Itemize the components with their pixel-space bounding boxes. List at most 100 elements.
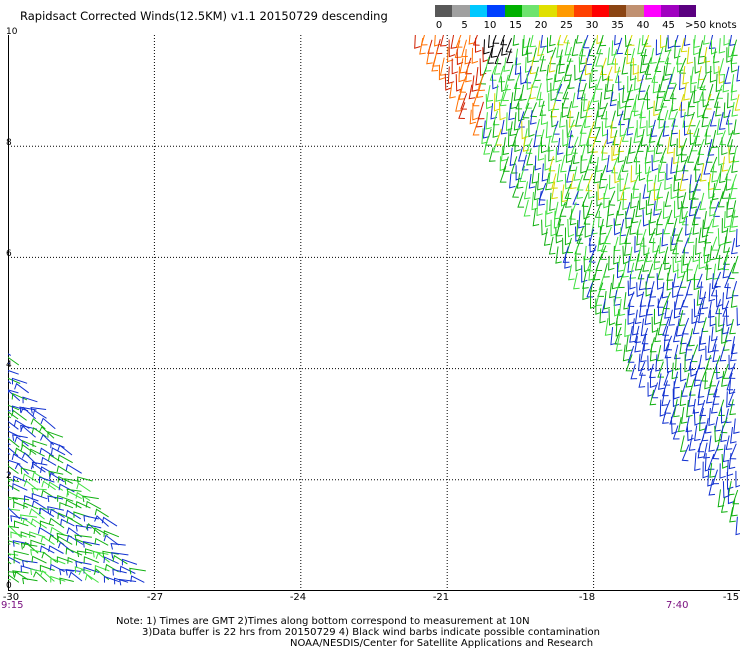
wind-barb [656,128,664,146]
wind-barb [611,156,619,174]
wind-barb [634,253,642,271]
wind-barb [74,534,92,542]
wind-barb [649,363,656,379]
wind-barb [673,301,681,319]
wind-barb [671,111,678,127]
wind-barb [666,272,674,291]
wind-barb [13,501,28,509]
wind-barb [648,110,655,128]
wind-barb [38,426,55,439]
wind-barb [655,219,663,236]
wind-barb [574,237,582,255]
wind-barb [713,92,721,108]
wind-barbs [8,35,740,586]
wind-barb [637,247,645,262]
wind-barb [588,228,596,246]
wind-barb [41,456,57,466]
wind-barb [472,102,479,121]
wind-barb [12,434,28,441]
wind-barb [572,148,580,165]
wind-barb [29,531,46,538]
wind-barb [707,301,715,318]
wind-barb [642,209,650,227]
wind-barb [582,35,590,49]
wind-barb [12,570,29,577]
wind-barb [693,156,701,171]
wind-barb [8,390,21,402]
wind-barb [19,514,38,521]
wind-barb [8,437,20,448]
wind-barb [11,392,28,401]
wind-barb [76,550,93,558]
wind-barb [459,58,466,74]
wind-barb [634,336,641,353]
wind-barb [627,75,634,93]
wind-barb [597,102,604,118]
wind-barb [656,210,663,226]
wind-barb [717,228,725,247]
wind-barb [57,454,73,464]
wind-barb [697,101,704,118]
wind-barb [438,64,446,81]
wind-barb [20,467,37,475]
wind-barb [680,363,687,382]
wind-barb [582,201,590,220]
wind-barb [13,419,30,429]
wind-barb [681,192,689,209]
wind-barb [447,66,455,84]
wind-barb [93,568,110,581]
wind-barb [644,35,652,47]
wind-barb [551,128,558,143]
wind-barb [556,163,564,183]
wind-barb [701,109,709,128]
wind-barb [39,476,55,484]
wind-barb [721,156,729,172]
wind-barb [471,47,479,64]
wind-barb [37,526,54,537]
wind-barb [724,272,732,289]
wind-barb [621,56,629,75]
wind-barb [31,487,47,495]
wind-barb [68,571,83,582]
wind-barb [458,66,465,83]
wind-barb [618,75,625,91]
wind-barb [499,91,507,107]
wind-barb [94,508,109,518]
wind-barb [699,328,707,345]
wind-barb [550,82,557,102]
wind-barb [679,435,687,452]
wind-barb [707,138,715,156]
wind-barb [672,273,680,288]
wind-barb [12,475,28,483]
wind-barb [669,407,676,425]
wind-barb [679,173,686,192]
wind-barb [721,370,728,387]
wind-barb [653,100,660,117]
wind-barb [574,64,581,81]
wind-barb [21,452,38,465]
wind-barb [548,47,557,65]
wind-barb [688,200,696,217]
wind-barb [687,101,694,117]
legend-tick-label: 20 [534,20,548,31]
wind-barb [680,145,688,163]
note-line-1: Note: 1) Times are GMT 2)Times along bot… [116,616,530,627]
wind-barb [486,85,494,102]
legend-swatch [609,5,627,17]
wind-barb [683,35,691,47]
wind-barb [594,110,601,129]
wind-barb [583,209,591,225]
wind-barb [12,540,29,547]
wind-barb [611,146,618,162]
wind-barb [658,156,666,174]
wind-barb [671,227,678,246]
wind-barb [725,228,732,244]
wind-barb [674,354,682,371]
wind-barb [664,254,671,271]
wind-barb [727,119,735,136]
wind-barb [532,208,540,227]
wind-barb [639,228,647,247]
wind-barb [588,262,595,281]
wind-barb [503,57,510,72]
wind-barb [66,488,82,496]
